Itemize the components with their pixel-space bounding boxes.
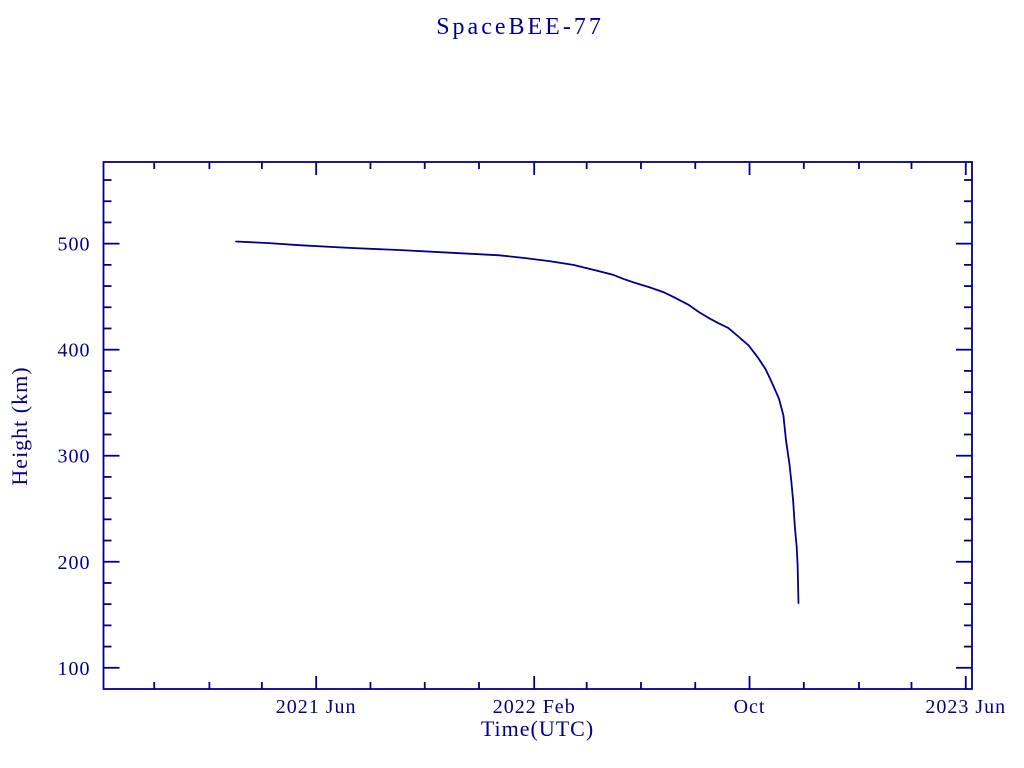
- y-tick-label: 200: [58, 552, 91, 574]
- x-axis-title: Time(UTC): [480, 716, 595, 741]
- x-tick-label: 2023 Jun: [925, 696, 1006, 718]
- x-tick-label: Oct: [734, 696, 766, 718]
- chart-title: SpaceBEE-77: [436, 14, 604, 40]
- x-tick-label: 2021 Jun: [276, 696, 357, 718]
- x-tick-label: 2022 Feb: [493, 696, 576, 718]
- height-decay-curve: [235, 240, 800, 604]
- y-tick-label: 500: [58, 234, 91, 256]
- y-tick-label: 400: [58, 340, 91, 362]
- plot-frame: [102, 161, 973, 690]
- y-tick-label: 300: [58, 446, 91, 468]
- y-tick-label: 100: [58, 658, 91, 680]
- y-axis-title: Height (km): [7, 366, 32, 486]
